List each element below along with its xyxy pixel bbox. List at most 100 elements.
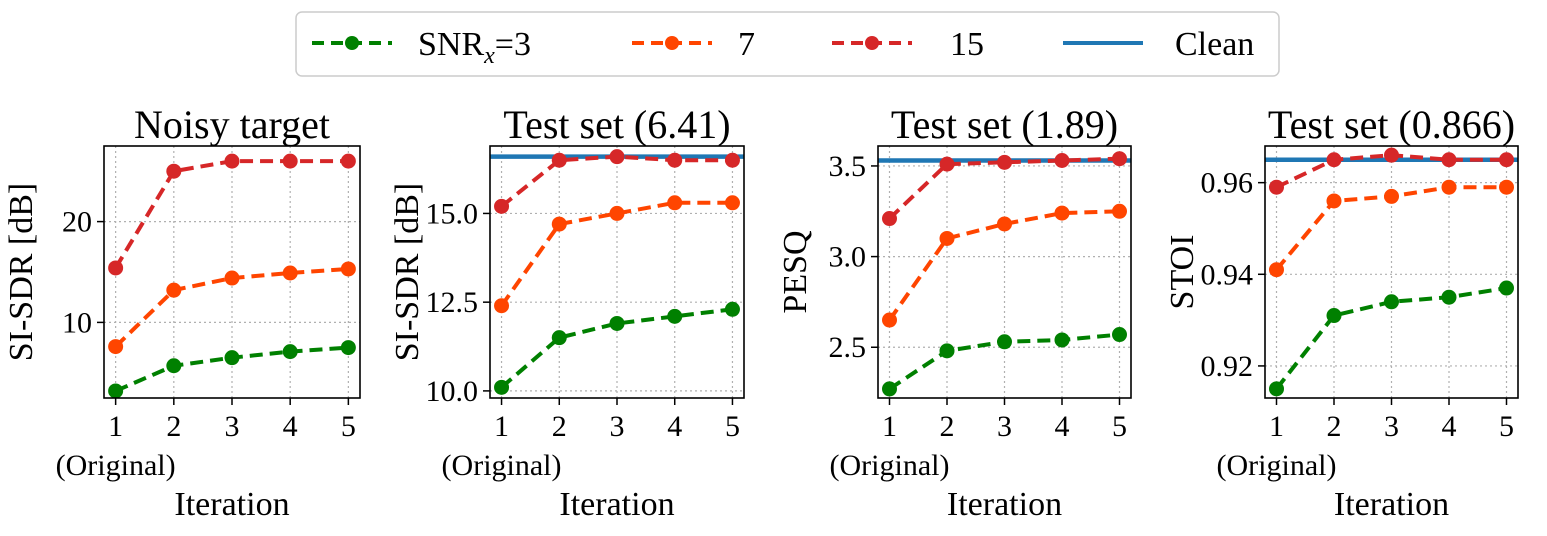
data-point — [166, 358, 182, 374]
data-point — [667, 152, 683, 168]
data-point — [1441, 289, 1457, 305]
legend-marker-7 — [665, 36, 679, 50]
x-tick-label: 4 — [667, 410, 682, 443]
panel-title: Test set (1.89) — [891, 102, 1118, 147]
data-point — [224, 270, 240, 286]
y-tick-label: 3.0 — [829, 241, 867, 274]
data-point — [1499, 280, 1514, 296]
x-tick-label: 1 — [1269, 410, 1284, 443]
x-axis-label: Iteration — [559, 486, 674, 523]
y-tick-label: 0.92 — [1201, 350, 1254, 383]
x-tick-label: 1 — [882, 410, 897, 443]
legend-label-15: 15 — [950, 26, 984, 63]
x-tick-label: 3 — [1384, 410, 1399, 443]
panels: 1 2 3 4 5 (Original) 10 20 Noisy target Iteration… — [3, 102, 1519, 523]
y-tick-label: 10 — [62, 306, 92, 339]
data-point — [1384, 294, 1399, 310]
data-point — [1326, 308, 1342, 324]
data-point — [282, 265, 298, 281]
data-point — [551, 330, 567, 346]
x-tick-label: 4 — [1442, 410, 1457, 443]
data-point — [340, 261, 356, 277]
data-point — [166, 163, 182, 179]
x-axis-label: Iteration — [174, 486, 289, 523]
x-axis-label: Iteration — [947, 486, 1062, 523]
data-point — [997, 154, 1012, 170]
data-point — [224, 153, 240, 169]
data-point — [939, 230, 955, 246]
y-tick-label: 3.5 — [829, 150, 867, 183]
data-point — [1054, 332, 1070, 348]
data-point — [1499, 152, 1514, 168]
y-tick-label: 0.94 — [1201, 258, 1254, 291]
x-tick-label: 2 — [552, 410, 567, 443]
data-point — [1384, 147, 1399, 163]
data-point — [1269, 179, 1284, 195]
data-point — [1054, 153, 1070, 169]
data-point — [1441, 152, 1457, 168]
data-point — [494, 198, 510, 214]
data-point — [282, 153, 298, 169]
x-tick-label: 5 — [1112, 410, 1127, 443]
x-tick-label: 5 — [1499, 410, 1514, 443]
x-tick-note: (Original) — [56, 449, 176, 482]
x-tick-label: 2 — [166, 410, 181, 443]
x-tick-note: (Original) — [1217, 449, 1337, 482]
series-line-1 — [499, 200, 733, 307]
panel-title: Test set (0.866) — [1268, 102, 1515, 147]
x-tick-label: 5 — [725, 410, 740, 443]
y-tick-label: 0.96 — [1201, 167, 1254, 200]
data-point — [494, 298, 510, 314]
y-tick-label: 12.5 — [426, 286, 479, 319]
legend-label-clean: Clean — [1175, 26, 1254, 63]
data-point — [551, 152, 567, 168]
x-tick-label: 2 — [940, 410, 955, 443]
data-point — [939, 156, 955, 172]
panel-2: 1 2 3 4 5 (Original) 10.0 12.5 15.0 Test set (6.4… — [389, 102, 745, 523]
data-point — [667, 195, 683, 211]
panel-title: Noisy target — [134, 102, 330, 147]
data-point — [108, 260, 124, 276]
y-axis-label: STOI — [1164, 235, 1201, 310]
panel-title: Test set (6.41) — [503, 102, 730, 147]
x-tick-note: (Original) — [830, 449, 950, 482]
data-point — [1112, 151, 1127, 167]
data-point — [340, 340, 356, 356]
series-line-0 — [500, 307, 733, 389]
y-axis-label: PESQ — [777, 230, 814, 313]
series-line-1 — [887, 209, 1120, 322]
data-point — [1499, 179, 1514, 195]
data-point — [282, 344, 298, 360]
x-axis-label: Iteration — [1334, 486, 1449, 523]
data-point — [609, 315, 625, 331]
x-tick-label: 4 — [1055, 410, 1070, 443]
data-point — [724, 301, 740, 317]
y-tick-label: 2.5 — [829, 331, 867, 364]
x-tick-label: 4 — [283, 410, 298, 443]
x-tick-label: 1 — [108, 410, 123, 443]
data-point — [551, 216, 567, 232]
data-point — [882, 312, 897, 328]
data-point — [1054, 205, 1070, 221]
x-tick-label: 2 — [1327, 410, 1342, 443]
data-point — [724, 152, 740, 168]
x-tick-label: 3 — [610, 410, 625, 443]
data-point — [1269, 381, 1284, 397]
legend-label-snr3-rest: =3 — [495, 26, 531, 63]
data-point — [108, 383, 124, 399]
panel-3: 1 2 3 4 5 (Original) 2.5 3.0 3.5 Test set (1.89) I… — [777, 102, 1132, 523]
data-point — [667, 308, 683, 324]
data-point — [340, 153, 356, 169]
data-point — [1269, 262, 1284, 278]
data-point — [882, 211, 897, 227]
series-line-2 — [888, 156, 1120, 220]
x-tick-label: 3 — [997, 410, 1012, 443]
panel-4: 1 2 3 4 5 (Original) 0.92 0.94 0.96 Test set (0.8… — [1164, 102, 1519, 523]
legend-label-snr3-sub: x — [483, 43, 495, 69]
data-point — [1112, 203, 1127, 219]
panel-1: 1 2 3 4 5 (Original) 10 20 Noisy target Iteration… — [3, 102, 361, 523]
data-point — [224, 350, 240, 366]
data-point — [1112, 327, 1127, 343]
data-point — [939, 343, 955, 359]
